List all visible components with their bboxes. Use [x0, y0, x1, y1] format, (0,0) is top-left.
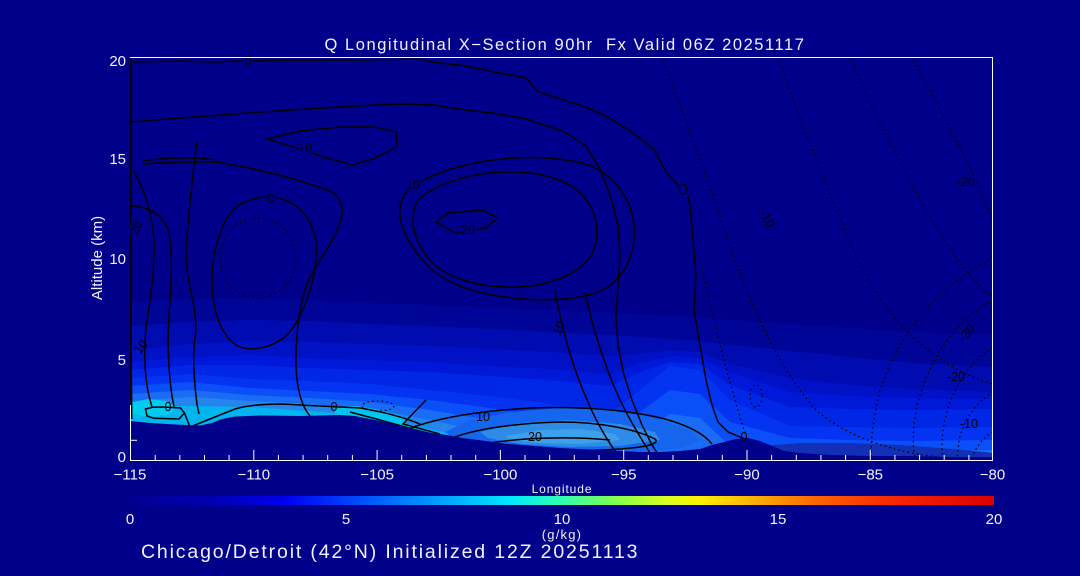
svg-text:20: 20	[127, 219, 145, 237]
svg-text:10: 10	[406, 178, 420, 192]
svg-text:-20: -20	[957, 175, 975, 189]
svg-text:−110: −110	[237, 467, 270, 484]
svg-text:Longitude: Longitude	[532, 482, 593, 496]
svg-text:0: 0	[118, 449, 126, 466]
svg-text:0: 0	[126, 511, 134, 528]
svg-text:20: 20	[528, 430, 542, 444]
svg-text:15: 15	[770, 511, 787, 528]
svg-text:Chicago/Detroit (42°N) Initial: Chicago/Detroit (42°N) Initialized 12Z 2…	[141, 541, 639, 563]
svg-text:5: 5	[342, 511, 350, 528]
svg-text:0: 0	[165, 400, 172, 414]
svg-text:20: 20	[109, 53, 126, 70]
svg-text:-10: -10	[960, 417, 978, 431]
svg-text:(g/kg): (g/kg)	[542, 527, 582, 542]
svg-text:10: 10	[109, 251, 126, 268]
svg-text:10: 10	[550, 319, 569, 338]
svg-text:−100: −100	[484, 467, 518, 484]
svg-text:−115: −115	[114, 467, 147, 484]
svg-text:10: 10	[476, 410, 490, 424]
svg-text:Altitude (km): Altitude (km)	[89, 216, 106, 300]
svg-text:0: 0	[741, 430, 748, 444]
svg-text:5: 5	[118, 352, 126, 369]
svg-text:0: 0	[331, 400, 338, 414]
svg-text:Q Longitudinal X−Section 90hr: Q Longitudinal X−Section 90hr Fx Valid 0…	[325, 36, 806, 54]
svg-text:10: 10	[554, 511, 571, 528]
svg-text:15: 15	[109, 151, 126, 168]
svg-text:−85: −85	[858, 467, 883, 484]
svg-text:20: 20	[461, 223, 475, 237]
svg-text:−105: −105	[360, 467, 394, 484]
svg-text:0: 0	[268, 192, 275, 206]
svg-text:10: 10	[298, 141, 312, 155]
svg-text:0: 0	[245, 54, 252, 68]
svg-text:20: 20	[986, 511, 1003, 528]
svg-text:−80: −80	[980, 467, 1005, 484]
svg-text:−90: −90	[734, 467, 759, 484]
svg-text:-20: -20	[947, 370, 965, 384]
svg-text:−95: −95	[611, 467, 636, 484]
svg-text:10: 10	[131, 337, 150, 356]
